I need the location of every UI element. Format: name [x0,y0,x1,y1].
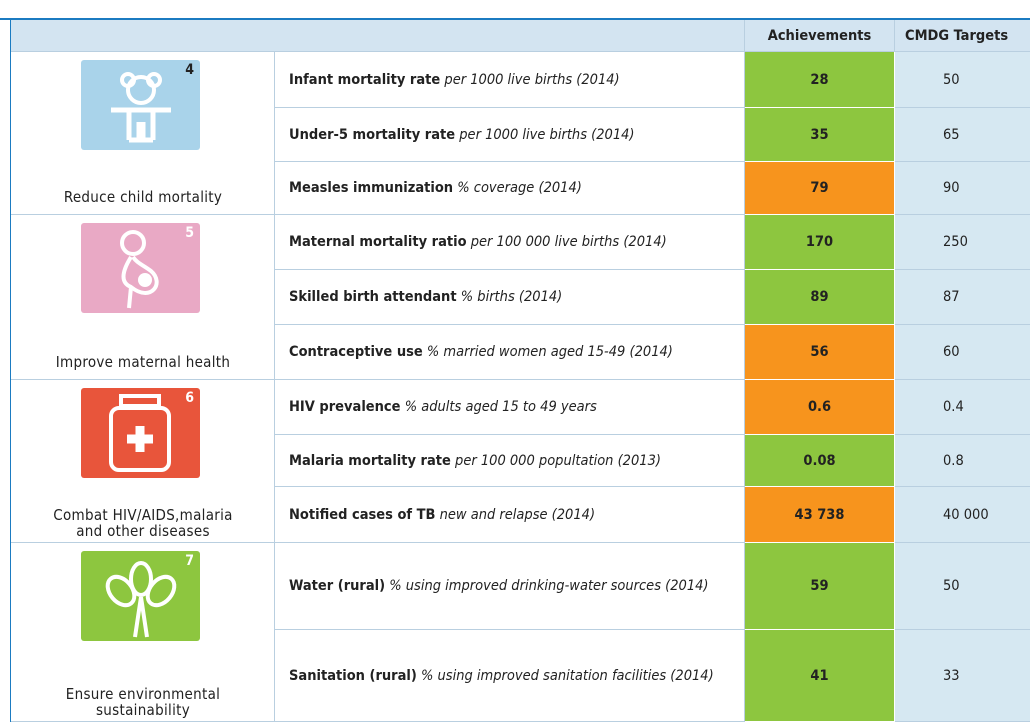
goal-icon [81,223,200,313]
goal-number: 5 [185,225,194,241]
indicator-name: Maternal mortality ratio [289,234,467,250]
target: 60 [895,325,1030,380]
indicator-detail: % adults aged 15 to 49 years [404,399,597,415]
achievement: 56 [745,325,895,380]
target: 33 [895,630,1030,722]
indicator-detail: per 100 000 live births (2014) [470,234,667,250]
indicator: Water (rural) % using improved drinking-… [275,543,745,630]
indicator-name: Malaria mortality rate [289,452,451,469]
target: 50 [895,543,1030,630]
indicator-text: Skilled birth attendant % births (2014) [289,287,562,307]
achievement: 79 [745,162,895,215]
indicator-name: Sanitation (rural) [289,667,417,684]
indicator-text: Water (rural) % using improved drinking-… [289,576,709,596]
icon [111,72,171,143]
indicator-detail: % births (2014) [460,289,563,305]
goal-label: Reduce child mortality [63,188,223,206]
indicator-detail: per 1000 live births (2014) [444,71,620,88]
indicator-name: Under-5 mortality rate [289,126,456,143]
goal-number: 7 [185,553,194,569]
achievement: 59 [745,543,895,630]
achievement: 170 [745,215,895,270]
target: 250 [895,215,1030,270]
goal-icon [81,551,200,641]
icon [105,561,177,638]
indicator: Skilled birth attendant % births (2014) [275,270,745,325]
indicator-text: Maternal mortality ratio per 100 000 liv… [289,232,667,252]
indicator-text: Sanitation (rural) % using improved sani… [289,666,714,686]
indicator-name: Infant mortality rate [289,71,441,88]
target: 40 000 [895,487,1030,543]
achievement: 0.08 [745,435,895,487]
goal-label: Ensure environmental [65,685,221,703]
target: 0.4 [895,380,1030,435]
indicator-name: Contraceptive use [289,344,423,360]
goal-icon [81,388,200,478]
indicator: Contraceptive use % married women aged 1… [275,325,745,380]
indicator: Measles immunization % coverage (2014) [275,162,745,215]
indicator-name: Water (rural) [289,578,386,594]
indicator-text: Infant mortality rate per 1000 live birt… [289,70,620,90]
indicator-text: Contraceptive use % married women aged 1… [289,342,673,362]
indicator: Infant mortality rate per 1000 live birt… [275,52,745,108]
achievement: 41 [745,630,895,722]
achievement: 35 [745,108,895,162]
goal-cell [11,215,275,380]
indicator: Maternal mortality ratio per 100 000 liv… [275,215,745,270]
target: 0.8 [895,435,1030,487]
indicator-detail: % coverage (2014) [457,180,582,196]
goal-icon [81,60,200,150]
header-blank [11,20,745,52]
indicator: HIV prevalence % adults aged 15 to 49 ye… [275,380,745,435]
goal-cell [11,52,275,215]
indicator-name: HIV prevalence [289,399,401,415]
indicator-name: Notified cases of TB [289,506,436,523]
indicator: Notified cases of TB new and relapse (20… [275,487,745,543]
goal-number: 4 [185,62,194,78]
indicator-detail: per 1000 live births (2014) [459,126,635,143]
indicator-detail: % using improved drinking-water sources … [389,578,709,594]
icon [109,394,171,472]
goal-label: sustainability [95,701,191,719]
indicator-detail: per 100 000 popultation (2013) [455,452,661,469]
goal-cell [11,380,275,543]
indicator-text: Notified cases of TB new and relapse (20… [289,505,595,525]
goal-label: Improve maternal health [55,353,231,371]
indicator: Malaria mortality rate per 100 000 popul… [275,435,745,487]
indicator-text: Malaria mortality rate per 100 000 popul… [289,451,661,471]
indicator-detail: % married women aged 15-49 (2014) [426,344,673,360]
achievement: 0.6 [745,380,895,435]
target: 90 [895,162,1030,215]
achievement: 43 738 [745,487,895,543]
header-targets: CMDG Targets [895,20,1030,52]
target: 65 [895,108,1030,162]
top-rule [0,18,1030,20]
goal-label: and other diseases [76,522,210,540]
target: 87 [895,270,1030,325]
indicator-text: Under-5 mortality rate per 1000 live bir… [289,125,635,145]
indicator-text: Measles immunization % coverage (2014) [289,178,582,198]
indicator-name: Measles immunization [289,180,454,196]
target: 50 [895,52,1030,108]
indicator-detail: new and relapse (2014) [439,506,596,523]
indicator-name: Skilled birth attendant [289,289,457,305]
indicator: Sanitation (rural) % using improved sani… [275,630,745,722]
achievement: 28 [745,52,895,108]
indicator-detail: % using improved sanitation facilities (… [421,667,714,684]
header-achievements: Achievements [745,20,895,52]
goal-number: 6 [185,390,194,406]
indicator: Under-5 mortality rate per 1000 live bir… [275,108,745,162]
icon [120,230,159,309]
side-rule [10,20,11,722]
achievement: 89 [745,270,895,325]
indicator-text: HIV prevalence % adults aged 15 to 49 ye… [289,397,597,417]
goal-label: Combat HIV/AIDS,malaria [53,506,233,524]
